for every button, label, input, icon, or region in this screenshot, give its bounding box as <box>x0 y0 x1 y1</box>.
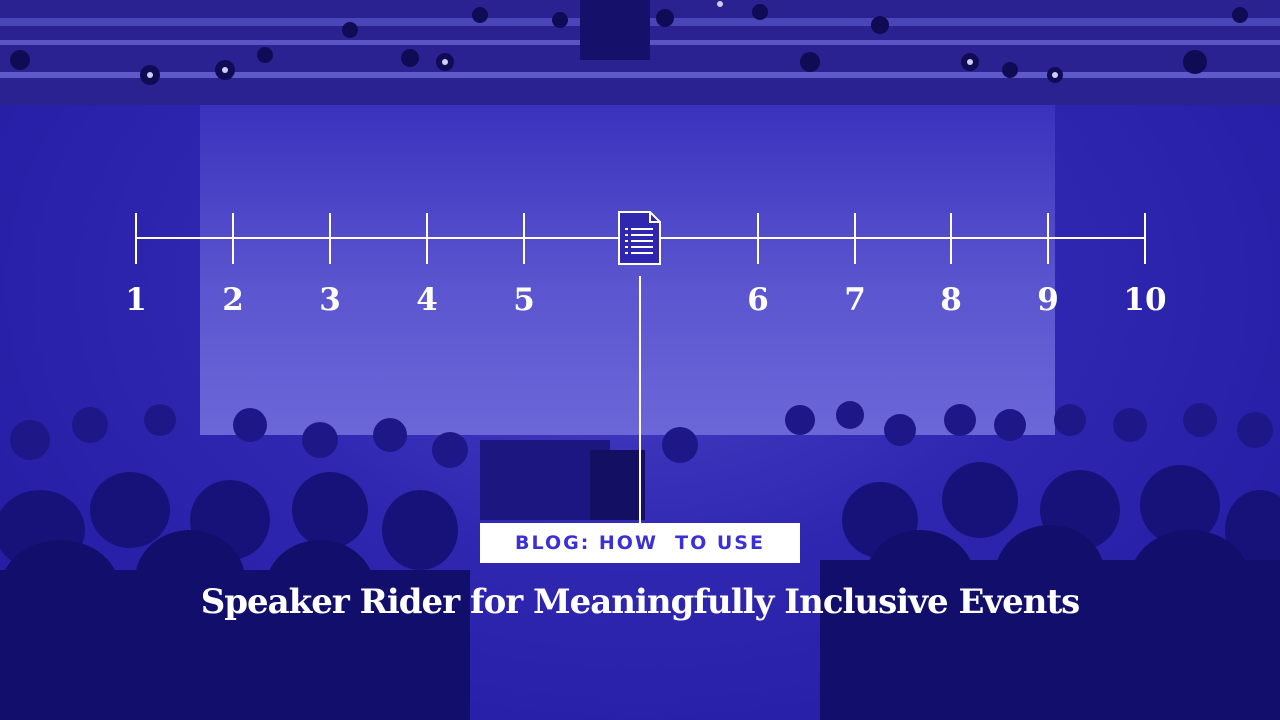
audience-crowd <box>0 401 1280 720</box>
timeline-ticks <box>135 213 1146 264</box>
page-title: Speaker Rider for Meaningfully Inclusive… <box>200 582 1081 622</box>
timeline-number: 6 <box>747 282 769 318</box>
timeline-number: 1 <box>125 282 147 318</box>
timeline-number: 5 <box>513 282 535 318</box>
timeline-number: 2 <box>222 282 244 318</box>
blog-category-tag: BLOG: HOW TO USE <box>480 523 800 563</box>
timeline-number: 8 <box>940 282 962 318</box>
stage-backdrop <box>200 105 1055 435</box>
timeline-number: 9 <box>1037 282 1059 318</box>
lighting-truss <box>0 0 1280 105</box>
document-icon <box>618 211 661 265</box>
timeline-number: 3 <box>319 282 341 318</box>
timeline-number: 7 <box>844 282 866 318</box>
timeline-number: 4 <box>416 282 438 318</box>
timeline-number: 10 <box>1123 282 1167 318</box>
